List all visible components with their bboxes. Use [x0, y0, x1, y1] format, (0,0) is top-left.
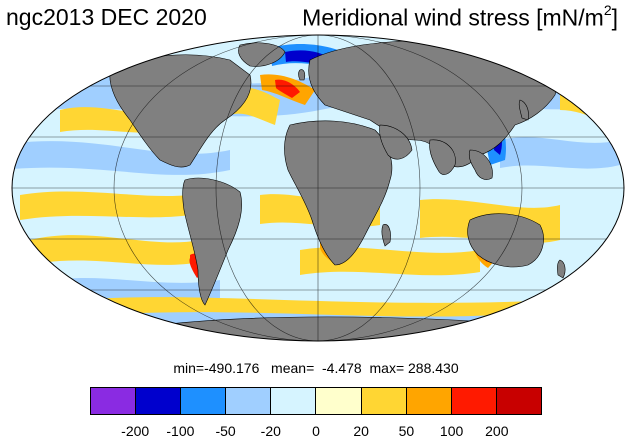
africa — [284, 120, 393, 266]
colorbar-cell — [451, 388, 497, 414]
japan — [518, 99, 529, 121]
colorbar — [90, 387, 542, 415]
colorbar-label: -20 — [260, 423, 281, 439]
north-america — [109, 54, 252, 168]
title-right-close: ] — [611, 4, 618, 31]
colorbar-cell — [226, 388, 272, 414]
greenland — [238, 42, 286, 67]
uk — [298, 69, 306, 81]
colorbar-label: 0 — [312, 423, 320, 439]
colorbar-label: -100 — [166, 423, 195, 439]
india — [429, 139, 456, 175]
colorbar-cell — [406, 388, 452, 414]
colorbar-cell — [316, 388, 362, 414]
statistics-line: min=-490.176 mean= -4.478 max= 288.430 — [173, 360, 459, 376]
colorbar-cell — [136, 388, 182, 414]
title-right: Meridional wind stress [mN/m2] — [302, 2, 618, 32]
colorbar-cell — [361, 388, 407, 414]
colorbar-cell — [271, 388, 317, 414]
graticule — [12, 35, 624, 341]
colorbar-label: -50 — [215, 423, 236, 439]
title-right-text: Meridional wind stress [mN/m — [302, 4, 604, 31]
south-america — [182, 177, 242, 306]
colorbar-labels: -200 -100 -50 -20 0 20 50 100 200 — [90, 423, 542, 441]
land-masses — [109, 39, 581, 341]
title-left: ngc2013 DEC 2020 — [6, 4, 207, 30]
title-right-sup: 2 — [603, 2, 612, 18]
colorbar-label: 100 — [439, 423, 464, 439]
colorbar-cell — [496, 388, 541, 414]
colorbar-label: 50 — [398, 423, 415, 439]
colorbar-cell — [91, 388, 137, 414]
australia — [467, 213, 544, 268]
map-border — [11, 34, 625, 342]
colorbar-label: 20 — [353, 423, 369, 439]
colorbar-label: 200 — [485, 423, 509, 439]
world-map — [11, 34, 625, 342]
new-zealand — [557, 259, 566, 279]
southeast-asia — [468, 149, 493, 180]
arabia — [379, 124, 413, 160]
colorbar-cell — [181, 388, 227, 414]
madagascar — [381, 224, 391, 247]
colorbar-label: -200 — [121, 423, 150, 439]
